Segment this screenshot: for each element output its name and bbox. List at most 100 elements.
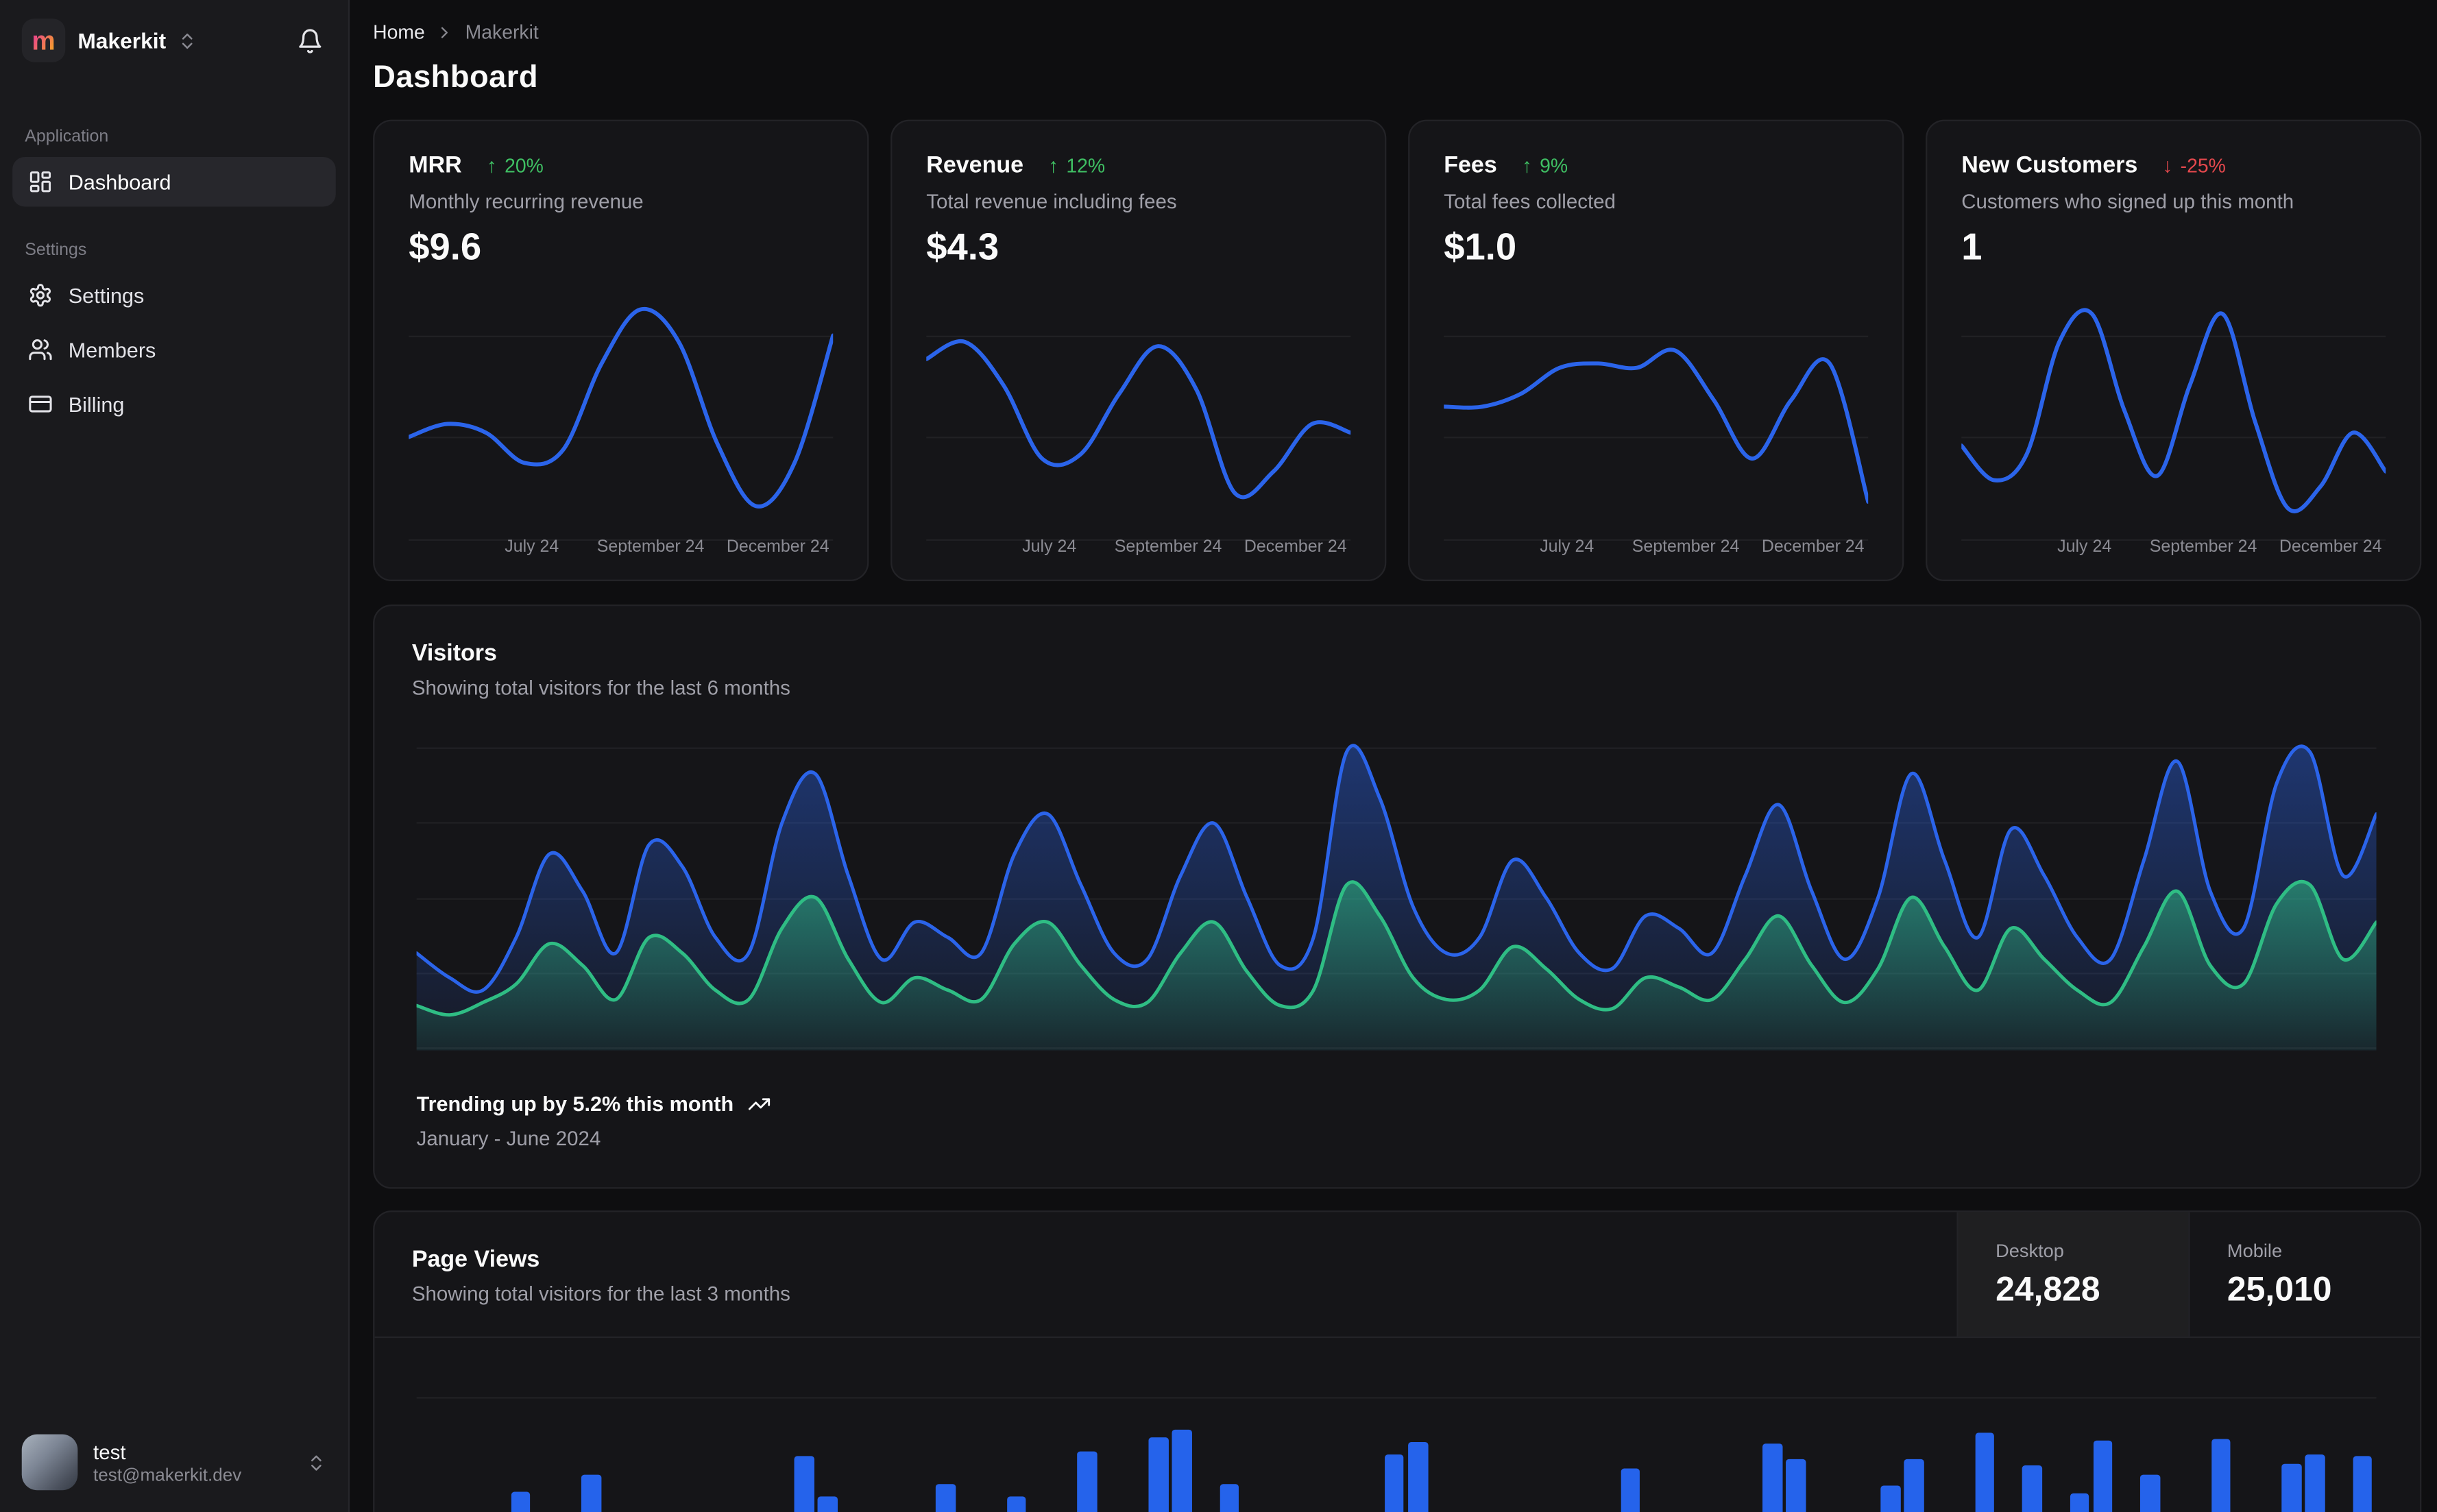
delta-value: 20%: [505, 154, 544, 177]
tab-label: Mobile: [2227, 1239, 2283, 1261]
delta-badge: ↑ 20%: [487, 155, 544, 177]
breadcrumb-current: Makerkit: [465, 21, 539, 44]
bar: [1786, 1459, 1806, 1512]
bar: [1078, 1451, 1098, 1512]
gear-icon: [28, 283, 53, 308]
sidebar-item-members[interactable]: Members: [12, 325, 336, 375]
visitors-title: Visitors: [411, 640, 497, 667]
users-icon: [28, 337, 53, 362]
chevron-right-icon: [436, 23, 454, 42]
stat-subtitle: Total fees collected: [1444, 189, 1616, 213]
bar: [2069, 1493, 2089, 1512]
tab-desktop[interactable]: Desktop 24,828: [1956, 1212, 2189, 1337]
delta-value: 9%: [1540, 154, 1568, 177]
x-tick-label: December 24: [726, 537, 829, 557]
x-tick-label: July 24: [1022, 537, 1077, 557]
sidebar-item-dashboard[interactable]: Dashboard: [12, 156, 336, 207]
stat-card-new-customers: New Customers ↓ -25% Customers who signe…: [1926, 119, 2422, 581]
nav-section-application: Application: [25, 127, 109, 147]
tab-value: 25,010: [2227, 1269, 2332, 1308]
bar: [2022, 1465, 2042, 1512]
bar: [1148, 1437, 1168, 1512]
fees-sparkline: [1444, 295, 1869, 527]
delta-badge: ↓ -25%: [2163, 155, 2226, 177]
main-content: Home Makerkit Dashboard MRR ↑ 20% Monthl…: [350, 0, 2437, 1512]
sidebar-item-label: Billing: [68, 392, 125, 416]
arrow-up-icon: ↑: [1522, 154, 1532, 178]
workspace-row: m Makerkit: [0, 0, 348, 77]
bar: [1006, 1496, 1027, 1512]
x-tick-label: July 24: [505, 537, 559, 557]
visitors-period: January - June 2024: [416, 1126, 601, 1150]
logo-letter: m: [32, 25, 56, 56]
workspace-name: Makerkit: [77, 27, 167, 53]
stat-title: Fees: [1444, 152, 1497, 179]
sidebar-nav: Application Dashboard Settings Settings: [0, 77, 348, 454]
user-menu[interactable]: test test@makerkit.dev: [0, 1413, 348, 1512]
x-tick-label: December 24: [1761, 537, 1865, 557]
x-tick-label: September 24: [2149, 537, 2257, 557]
bar: [1408, 1441, 1428, 1512]
bar: [2093, 1440, 2113, 1512]
bar: [1384, 1454, 1405, 1512]
credit-card-icon: [28, 391, 53, 416]
tab-value: 24,828: [1996, 1269, 2100, 1308]
bar: [1172, 1429, 1192, 1512]
bar: [2305, 1454, 2325, 1512]
x-tick-label: September 24: [1632, 537, 1740, 557]
user-name: test: [93, 1439, 126, 1463]
bar: [2281, 1463, 2302, 1512]
revenue-sparkline: [926, 295, 1351, 527]
page-title: Dashboard: [373, 60, 539, 95]
sidebar-item-settings[interactable]: Settings: [12, 270, 336, 320]
sidebar-item-billing[interactable]: Billing: [12, 379, 336, 429]
stat-value: 1: [1961, 227, 1983, 269]
x-tick-label: December 24: [2279, 537, 2382, 557]
bar: [2140, 1474, 2160, 1512]
stat-title: Revenue: [926, 152, 1024, 179]
bar: [1880, 1485, 1900, 1512]
makerkit-logo: m: [21, 19, 66, 62]
layout-dashboard-icon: [28, 169, 53, 194]
mrr-sparkline: [409, 295, 834, 527]
user-email: test@makerkit.dev: [93, 1466, 242, 1485]
bell-icon: [297, 27, 324, 54]
bar: [581, 1474, 601, 1512]
bar: [1621, 1468, 1640, 1512]
page-views-card: Page Views Showing total visitors for th…: [373, 1210, 2422, 1512]
arrow-up-icon: ↑: [1048, 154, 1059, 178]
chevrons-up-down-icon: [177, 30, 197, 50]
bar: [511, 1491, 531, 1512]
stat-subtitle: Total revenue including fees: [926, 189, 1177, 213]
delta-value: -25%: [2180, 154, 2226, 177]
bar: [936, 1484, 956, 1512]
stat-cards-row: MRR ↑ 20% Monthly recurring revenue $9.6…: [373, 119, 2422, 581]
sidebar-item-label: Members: [68, 338, 156, 362]
bar: [1904, 1459, 1924, 1512]
breadcrumb-home-link[interactable]: Home: [373, 21, 425, 44]
stat-title: MRR: [409, 152, 462, 179]
bar: [2353, 1456, 2373, 1512]
stat-title: New Customers: [1961, 152, 2138, 179]
visitors-trend-text: Trending up by 5.2% this month: [416, 1092, 734, 1116]
sidebar: m Makerkit Application: [0, 0, 350, 1512]
x-tick-label: July 24: [1540, 537, 1595, 557]
stat-subtitle: Monthly recurring revenue: [409, 189, 644, 213]
workspace-switcher[interactable]: Makerkit: [77, 28, 197, 53]
bar: [1762, 1443, 1782, 1512]
tab-mobile[interactable]: Mobile 25,010: [2188, 1212, 2420, 1337]
sidebar-item-label: Dashboard: [68, 170, 171, 194]
page-views-title: Page Views: [411, 1246, 540, 1273]
x-tick-label: July 24: [2057, 537, 2112, 557]
stat-card-revenue: Revenue ↑ 12% Total revenue including fe…: [890, 119, 1387, 581]
x-tick-label: September 24: [596, 537, 705, 557]
bar: [2211, 1439, 2231, 1512]
bar: [818, 1496, 838, 1512]
bar: [794, 1456, 814, 1512]
delta-value: 12%: [1066, 154, 1106, 177]
delta-badge: ↑ 9%: [1522, 155, 1568, 177]
avatar: [21, 1434, 78, 1491]
notifications-button[interactable]: [294, 24, 327, 57]
bar: [1974, 1432, 1995, 1512]
